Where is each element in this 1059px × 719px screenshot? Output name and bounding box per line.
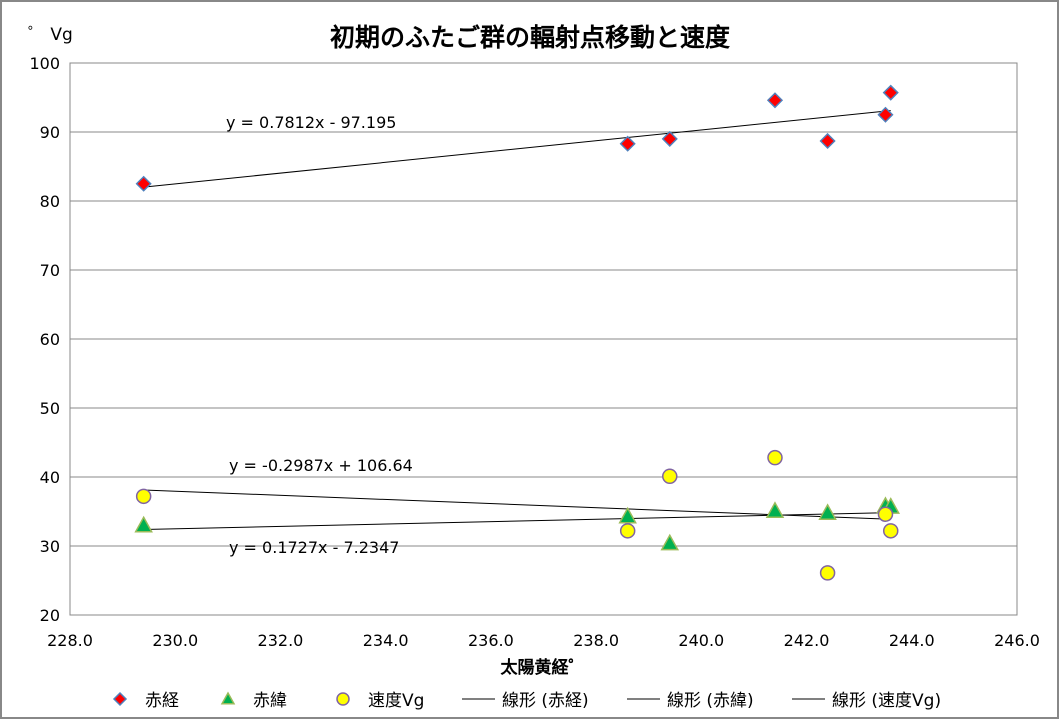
x-tick-label: 234.0 (363, 631, 409, 650)
x-tick-label: 236.0 (468, 631, 514, 650)
data-point-circle (877, 506, 894, 523)
x-tick-label: 246.0 (994, 631, 1040, 650)
x-tick-label: 232.0 (258, 631, 304, 650)
y-axis-label: ゜ Vg (28, 25, 73, 45)
data-point-triangle (765, 501, 785, 518)
x-tick-label: 238.0 (573, 631, 619, 650)
legend-label: 線形 (速度Vg) (832, 691, 941, 711)
plot-area-border (69, 62, 1018, 616)
legend-label: 赤経 (145, 691, 179, 711)
data-point-diamond (877, 106, 894, 123)
y-tick-label: 30 (40, 537, 60, 556)
legend-marker-diamond (112, 691, 128, 707)
data-point-circle (619, 523, 636, 539)
trendline-equation: y = 0.7812x - 97.195 (226, 113, 396, 132)
y-tick-label: 40 (40, 468, 60, 487)
trendline-equation: y = 0.1727x - 7.2347 (229, 538, 399, 557)
data-point-diamond (135, 175, 152, 192)
data-point-circle (819, 565, 836, 581)
trendline-equation: y = -0.2987x + 106.64 (229, 456, 413, 475)
data-point-triangle (134, 515, 153, 533)
data-point-circle (135, 488, 152, 505)
data-point-circle (767, 449, 783, 466)
legend-label: 赤緯 (253, 691, 287, 711)
y-tick-label: 70 (40, 261, 60, 280)
data-point-diamond (619, 135, 636, 152)
data-point-diamond (661, 130, 678, 147)
chart-title: 初期のふたご群の輻射点移動と速度 (330, 23, 730, 52)
x-tick-label: 230.0 (152, 631, 198, 650)
y-tick-label: 50 (40, 399, 60, 418)
legend-label: 線形 (赤緯) (667, 691, 754, 711)
y-tick-label: 90 (40, 123, 60, 142)
data-point-triangle (618, 506, 637, 524)
trendline (143, 512, 891, 531)
legend-label: 線形 (赤経) (502, 691, 589, 711)
data-point-diamond (766, 92, 784, 109)
x-tick-label: 240.0 (678, 631, 724, 650)
y-tick-label: 80 (40, 192, 60, 211)
legend-label: 速度Vg (368, 691, 424, 711)
y-tick-label: 60 (40, 330, 60, 349)
legend-marker-triangle (220, 691, 236, 705)
data-point-diamond (882, 84, 899, 101)
data-point-triangle (818, 503, 837, 521)
data-point-circle (662, 468, 678, 485)
trendline (143, 489, 891, 520)
y-tick-label: 20 (40, 606, 60, 625)
x-tick-label: 228.0 (47, 631, 93, 650)
x-tick-label: 242.0 (784, 631, 830, 650)
y-tick-label: 100 (29, 54, 60, 73)
legend-marker-circle (336, 692, 350, 706)
data-point-triangle (660, 533, 680, 551)
x-tick-label: 244.0 (889, 631, 935, 650)
data-point-circle (882, 523, 899, 539)
trendline (143, 110, 891, 188)
data-point-diamond (819, 132, 836, 150)
x-axis-label: 太陽黄経゜ (501, 657, 586, 678)
